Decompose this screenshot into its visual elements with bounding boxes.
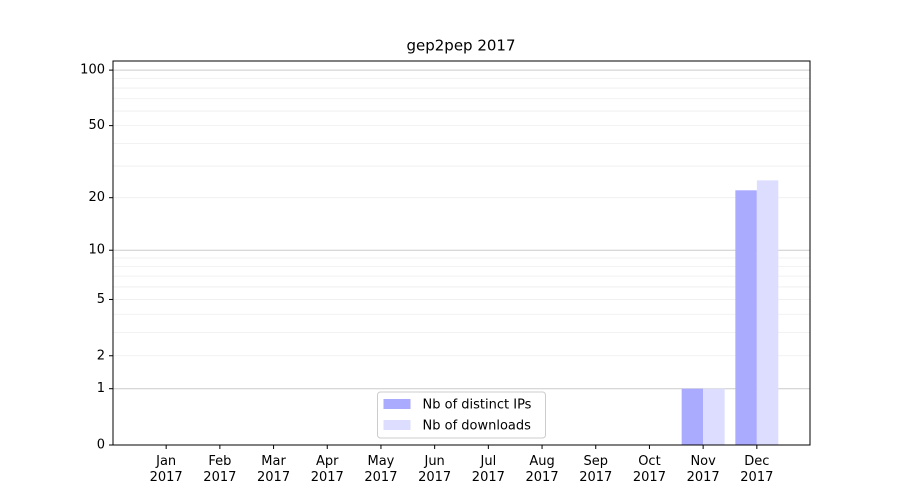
y-tick-label: 1 <box>97 381 105 396</box>
legend-swatch <box>383 399 411 409</box>
y-tick-label: 5 <box>97 292 105 307</box>
x-tick-label: May 2017 <box>364 454 397 485</box>
x-tick-label: Sep 2017 <box>579 454 612 485</box>
y-tick-label: 100 <box>80 63 105 78</box>
chart-title: gep2pep 2017 <box>406 37 515 55</box>
legend-swatch <box>383 420 411 430</box>
y-tick-label: 10 <box>88 243 105 258</box>
bar <box>703 388 725 445</box>
y-tick-label: 0 <box>97 438 105 453</box>
y-tick-label: 20 <box>88 190 105 205</box>
x-tick-label: Apr 2017 <box>311 454 344 485</box>
y-tick-label: 50 <box>88 118 105 133</box>
x-tick-label: Jan 2017 <box>150 454 183 485</box>
x-tick-label: Feb 2017 <box>203 454 236 485</box>
x-tick-label: Nov 2017 <box>687 454 720 485</box>
legend-box <box>377 391 546 439</box>
legend-label: Nb of distinct IPs <box>423 398 532 413</box>
bar <box>735 190 757 445</box>
x-tick-label: Jun 2017 <box>418 454 451 485</box>
x-tick-label: Oct 2017 <box>633 454 666 485</box>
x-tick-label: Mar 2017 <box>257 454 290 485</box>
bar <box>756 180 779 445</box>
y-tick-label: 2 <box>97 348 105 363</box>
x-tick-label: Jul 2017 <box>472 454 505 485</box>
plot-frame <box>112 60 811 446</box>
legend-label: Nb of downloads <box>423 419 532 434</box>
x-tick-label: Dec 2017 <box>740 454 773 485</box>
bar <box>681 388 704 445</box>
x-tick-label: Aug 2017 <box>526 454 559 485</box>
